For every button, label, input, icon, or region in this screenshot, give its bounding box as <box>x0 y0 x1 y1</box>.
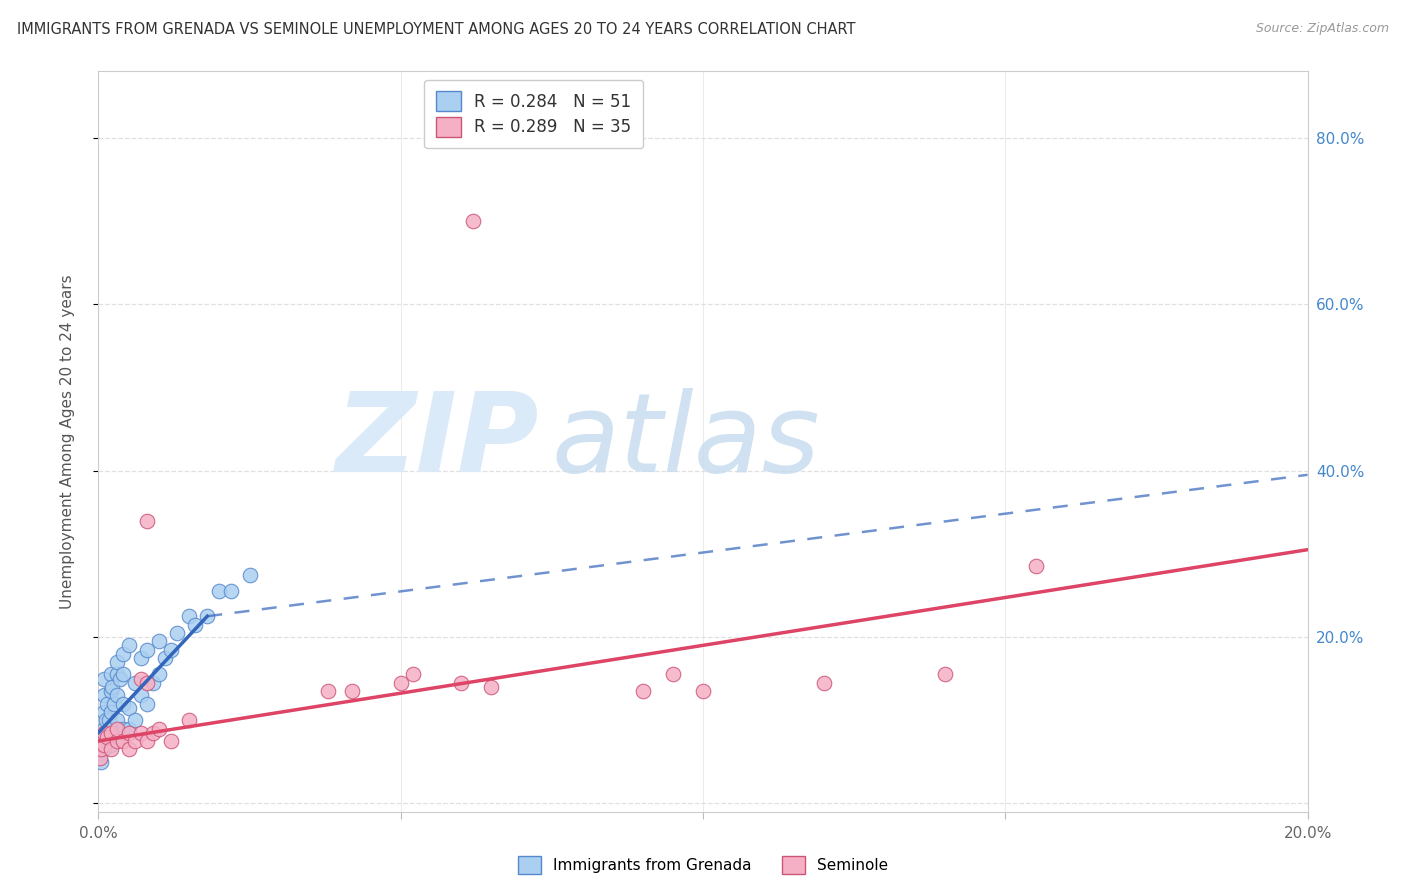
Point <box>89 750 111 764</box>
Point <box>89 747 111 761</box>
Point <box>179 609 201 624</box>
Point <box>135 642 157 657</box>
Point <box>239 567 262 582</box>
Point <box>692 684 714 698</box>
Point <box>208 584 231 599</box>
Point <box>934 667 956 681</box>
Point <box>105 734 128 748</box>
Point <box>93 722 115 736</box>
Point <box>135 514 157 528</box>
Point <box>100 667 122 681</box>
Point <box>103 697 125 711</box>
Point <box>108 672 131 686</box>
Point <box>129 650 152 665</box>
Point <box>93 688 115 702</box>
Point <box>481 680 503 694</box>
Point <box>166 625 188 640</box>
Text: Source: ZipAtlas.com: Source: ZipAtlas.com <box>1256 22 1389 36</box>
Point <box>813 675 835 690</box>
Point <box>100 684 122 698</box>
Point <box>105 713 128 727</box>
Point <box>93 725 115 739</box>
Point <box>98 713 121 727</box>
Point <box>111 667 134 681</box>
Point <box>91 738 114 752</box>
Point <box>135 697 157 711</box>
Point <box>111 734 134 748</box>
Point <box>100 680 122 694</box>
Point <box>195 609 218 624</box>
Point <box>148 667 170 681</box>
Point <box>93 738 115 752</box>
Point <box>94 713 117 727</box>
Point <box>91 730 114 744</box>
Point <box>148 722 170 736</box>
Point <box>1024 559 1046 574</box>
Point <box>118 700 141 714</box>
Legend: Immigrants from Grenada, Seminole: Immigrants from Grenada, Seminole <box>512 850 894 880</box>
Y-axis label: Unemployment Among Ages 20 to 24 years: Unemployment Among Ages 20 to 24 years <box>60 274 75 609</box>
Point <box>342 684 364 698</box>
Point <box>402 667 425 681</box>
Point <box>135 675 157 690</box>
Legend: R = 0.284   N = 51, R = 0.289   N = 35: R = 0.284 N = 51, R = 0.289 N = 35 <box>425 79 643 148</box>
Point <box>90 755 112 769</box>
Point <box>124 734 146 748</box>
Point <box>90 742 112 756</box>
Point <box>184 617 207 632</box>
Point <box>96 730 118 744</box>
Point <box>631 684 654 698</box>
Point <box>316 684 339 698</box>
Point <box>389 675 412 690</box>
Point <box>93 672 115 686</box>
Point <box>105 667 128 681</box>
Point <box>142 725 165 739</box>
Point <box>111 697 134 711</box>
Point <box>179 713 201 727</box>
Point <box>124 675 146 690</box>
Point <box>100 725 122 739</box>
Point <box>129 672 152 686</box>
Point <box>142 675 165 690</box>
Point <box>105 655 128 669</box>
Point <box>100 738 122 752</box>
Point <box>129 725 152 739</box>
Point <box>111 647 134 661</box>
Point <box>105 688 128 702</box>
Point <box>129 688 152 702</box>
Point <box>118 722 141 736</box>
Point <box>100 722 122 736</box>
Point <box>100 705 122 719</box>
Text: ZIP: ZIP <box>336 388 540 495</box>
Point <box>450 675 472 690</box>
Text: IMMIGRANTS FROM GRENADA VS SEMINOLE UNEMPLOYMENT AMONG AGES 20 TO 24 YEARS CORRE: IMMIGRANTS FROM GRENADA VS SEMINOLE UNEM… <box>17 22 855 37</box>
Point <box>118 725 141 739</box>
Point <box>100 742 122 756</box>
Point <box>148 634 170 648</box>
Point <box>135 734 157 748</box>
Point <box>153 650 176 665</box>
Point <box>124 713 146 727</box>
Point <box>93 742 115 756</box>
Point <box>118 742 141 756</box>
Point <box>111 722 134 736</box>
Point <box>221 584 243 599</box>
Point <box>463 214 485 228</box>
Point <box>160 734 183 748</box>
Point <box>96 730 118 744</box>
Point <box>96 697 118 711</box>
Point <box>105 730 128 744</box>
Point <box>93 705 115 719</box>
Point <box>105 722 128 736</box>
Point <box>160 642 183 657</box>
Point <box>661 667 683 681</box>
Text: atlas: atlas <box>551 388 821 495</box>
Point <box>118 638 141 652</box>
